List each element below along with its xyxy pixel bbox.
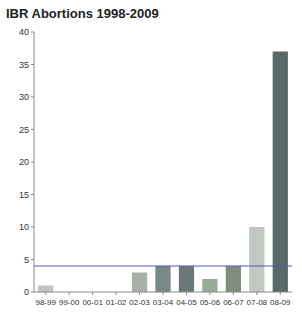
y-tick [31, 129, 34, 130]
x-tick-label: 04-05 [176, 298, 197, 307]
x-tick-label: 08-09 [270, 298, 291, 307]
x-tick [186, 292, 187, 295]
y-tick [31, 259, 34, 260]
x-tick-label: 02-03 [129, 298, 150, 307]
y-tick-label: 10 [19, 222, 29, 232]
chart-container: IBR Abortions 1998-2009 0 5 10 15 20 25 30 35 40 9… [0, 0, 302, 318]
x-tick [45, 292, 46, 295]
y-tick-label: 20 [19, 157, 29, 167]
y-tick-label: 25 [19, 125, 29, 135]
x-tick-label: 98-99 [35, 298, 56, 307]
x-tick-label: 06-07 [223, 298, 244, 307]
y-tick [31, 292, 34, 293]
bar [155, 266, 170, 292]
reference-line [34, 265, 292, 266]
y-tick-label: 15 [19, 190, 29, 200]
y-tick-label: 30 [19, 92, 29, 102]
x-tick-label: 07-08 [247, 298, 268, 307]
x-tick [92, 292, 93, 295]
y-tick-label: 5 [24, 255, 29, 265]
bar [132, 273, 147, 293]
x-tick [116, 292, 117, 295]
x-tick [280, 292, 281, 295]
x-tick-label: 99-00 [59, 298, 80, 307]
chart: IBR Abortions 1998-2009 0 5 10 15 20 25 30 35 40 9… [0, 0, 302, 318]
bar [249, 227, 264, 292]
y-tick [31, 97, 34, 98]
x-tick [256, 292, 257, 295]
x-tick [163, 292, 164, 295]
y-tick [31, 32, 34, 33]
x-tick [139, 292, 140, 295]
bar [202, 279, 217, 292]
y-tick-label: 40 [19, 27, 29, 37]
y-tick-label: 35 [19, 60, 29, 70]
x-tick [209, 292, 210, 295]
bar [273, 52, 288, 293]
x-tick-label: 05-06 [200, 298, 221, 307]
chart-title: IBR Abortions 1998-2009 [6, 6, 159, 21]
x-tick-label: 00-01 [82, 298, 103, 307]
x-tick-label: 03-04 [153, 298, 174, 307]
bar [179, 266, 194, 292]
x-tick [233, 292, 234, 295]
bar [226, 266, 241, 292]
bar [38, 286, 53, 293]
x-tick-label: 01-02 [106, 298, 127, 307]
x-tick [69, 292, 70, 295]
y-tick [31, 227, 34, 228]
y-tick [31, 194, 34, 195]
plot-area [34, 52, 292, 293]
y-tick [31, 162, 34, 163]
y-tick [31, 64, 34, 65]
y-tick-label: 0 [24, 287, 29, 297]
